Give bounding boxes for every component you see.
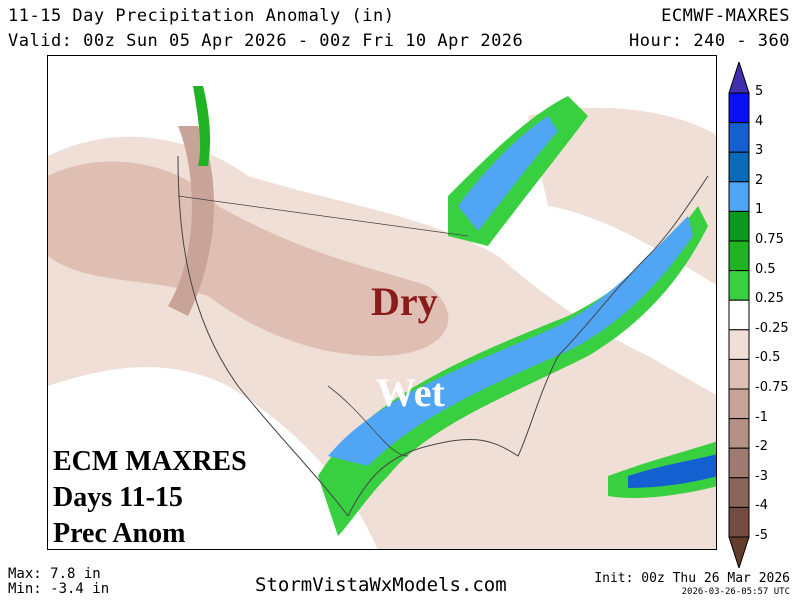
colorbar-tick-label: 0.25 — [755, 291, 784, 307]
inset-line: Prec Anom — [53, 518, 186, 549]
border-line — [177, 195, 469, 457]
colorbar-tick-label: 2 — [755, 172, 764, 188]
colorbar-bin — [728, 418, 750, 449]
inset-label: ECM MAXRES Days 11-15 Prec Anom — [53, 444, 247, 549]
colorbar — [728, 62, 750, 568]
colorbar-bin — [728, 270, 750, 301]
site-name: StormVistaWxModels.com — [255, 574, 507, 596]
map-title: 11-15 Day Precipitation Anomaly (in) — [8, 6, 395, 26]
colorbar-tick-label: 3 — [755, 143, 764, 159]
dry-anomaly-region — [48, 161, 449, 356]
colorbar-bin — [728, 92, 750, 124]
colorbar-tick-label: 0.5 — [755, 261, 776, 277]
forecast-hours: Hour: 240 - 360 — [628, 31, 790, 51]
colorbar-bin — [728, 329, 750, 360]
valid-period: Valid: 00z Sun 05 Apr 2026 - 00z Fri 10 … — [8, 31, 524, 51]
colorbar-tick-label: 5 — [755, 84, 764, 99]
colorbar-arrow-bottom — [728, 536, 750, 568]
inset-line: ECM MAXRES — [53, 446, 247, 477]
wet-anomaly-region — [328, 216, 693, 466]
colorbar-bin — [728, 388, 750, 420]
colorbar-bin — [728, 447, 750, 479]
inset-line: Days 11-15 — [53, 482, 183, 513]
colorbar-tick-label: -0.25 — [755, 320, 789, 336]
colorbar-tick-label: -1 — [755, 409, 768, 425]
generated-timestamp: 2026-03-26-05:57 UTC — [681, 587, 790, 597]
model-name: ECMWF-MAXRES — [661, 6, 790, 26]
colorbar-tick-label: -0.75 — [755, 380, 789, 395]
colorbar-bin — [728, 299, 750, 331]
dry-anomaly-region — [168, 126, 215, 316]
wet-anomaly-region — [628, 454, 716, 488]
colorbar-arrow-top — [728, 62, 750, 94]
coastline — [177, 155, 709, 517]
dry-label: Dry — [371, 279, 438, 324]
colorbar-tick-label: -4 — [755, 498, 768, 514]
wet-label: Wet — [376, 370, 445, 415]
colorbar-tick-label: -0.5 — [755, 350, 781, 366]
colorbar-tick-label: -3 — [755, 468, 768, 484]
map-field — [48, 56, 716, 549]
colorbar-bin — [728, 477, 750, 508]
colorbar-bin — [728, 210, 750, 242]
colorbar-tick-label: -5 — [755, 528, 768, 543]
colorbar-bin — [728, 181, 750, 212]
wet-anomaly-region — [193, 86, 211, 166]
colorbar-bin — [728, 506, 750, 538]
wet-anomaly-region — [458, 116, 558, 231]
colorbar-tick-label: 4 — [755, 113, 764, 129]
max-value: Max: 7.8 in — [8, 566, 101, 582]
min-value: Min: -3.4 in — [8, 581, 110, 597]
colorbar-tick-label: 1 — [755, 202, 764, 218]
precipitation-anomaly-map: Dry Wet ECM MAXRES Days 11-15 Prec Anom — [47, 55, 717, 550]
colorbar-bin — [728, 122, 750, 153]
colorbar-bin — [728, 240, 750, 272]
colorbar-bin — [728, 358, 750, 390]
colorbar-tick-label: -2 — [755, 439, 768, 455]
colorbar-tick-label: 0.75 — [755, 232, 784, 247]
init-time: Init: 00z Thu 26 Mar 2026 — [594, 571, 790, 586]
colorbar-bin — [728, 151, 750, 183]
